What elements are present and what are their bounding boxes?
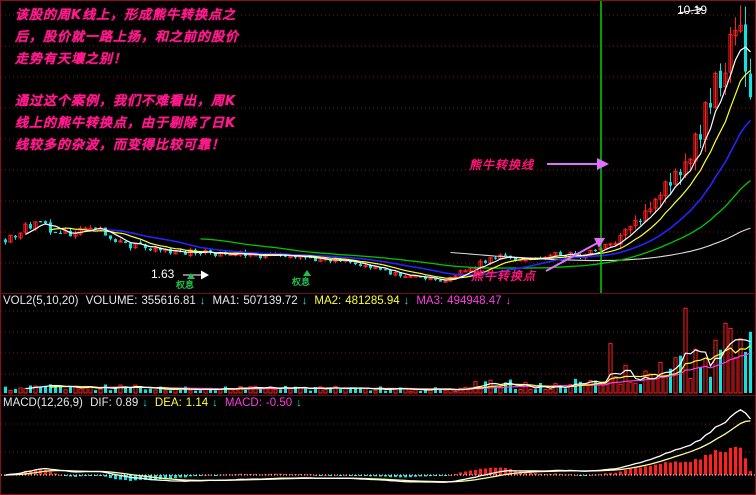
volume-ma1-value: 507139.72 <box>243 295 298 307</box>
macd-arrow-icon: ↓ <box>296 397 302 409</box>
ex-rights-label-2: 权息 <box>292 278 311 288</box>
volume-ma2-arrow-icon: ↓ <box>403 295 410 307</box>
macd-dif-value: 0.89 <box>115 397 139 409</box>
volume-value: 355616.81 <box>141 295 196 307</box>
macd-dif-arrow-icon: ↓ <box>142 397 148 409</box>
macd-gridlines <box>1 423 755 453</box>
macd-indicator-name: MACD(12,26,9) <box>3 397 83 409</box>
volume-ma1-line <box>25 338 751 391</box>
volume-panel[interactable]: VOL2(5,10,20) VOLUME: 355616.81 ↓ MA1: 5071… <box>1 294 755 395</box>
macd-panel[interactable]: MACD(12,26,9) DIF: 0.89 ↓ DEA: 1.14 ↓ MACD: -… <box>1 396 755 494</box>
volume-ma1-arrow-icon: ↓ <box>301 295 308 307</box>
low-price-label: 1.63 <box>151 267 175 281</box>
ex-rights-triangle-icon-2 <box>303 270 311 276</box>
volume-bar-series <box>3 307 753 394</box>
conversion-line-label: 熊牛转换线 <box>469 158 535 172</box>
macd-status-bar: MACD(12,26,9) DIF: 0.89 ↓ DEA: 1.14 ↓ MACD: -… <box>3 397 306 409</box>
conversion-point-label: 熊牛转换点 <box>471 269 537 283</box>
volume-arrow-icon: ↓ <box>199 295 206 307</box>
macd-chart-svg <box>1 396 755 494</box>
macd-dea-arrow-icon: ↓ <box>212 397 218 409</box>
conversion-line-arrow-icon <box>547 158 609 170</box>
price-gridlines <box>1 14 755 264</box>
panel-divider-2 <box>1 395 755 396</box>
volume-ma3-value: 494948.47 <box>447 295 502 307</box>
high-price-label: 10.19 <box>677 3 708 17</box>
volume-ma3-arrow-icon: ↓ <box>505 295 512 307</box>
macd-dif-key: DIF: <box>90 397 112 409</box>
macd-value-key: MACD: <box>224 397 262 409</box>
conversion-point-arrow-icon <box>545 238 605 272</box>
macd-dif-line <box>5 409 751 483</box>
panel-divider-1 <box>1 293 755 294</box>
volume-gridlines <box>1 310 755 375</box>
high-price-arrow-icon <box>678 6 704 14</box>
low-price-arrow-icon <box>183 270 210 280</box>
volume-ma1-key: MA1: <box>212 295 240 307</box>
macd-histogram-series <box>3 446 753 481</box>
macd-dea-line <box>5 420 751 483</box>
volume-value-key: VOLUME: <box>85 295 138 307</box>
macd-dea-key: DEA: <box>154 397 182 409</box>
price-panel[interactable]: 10.19 1.63 权息 权息 该股的周K线上，形成熊牛转换点之 后，股价就一… <box>1 1 755 293</box>
price-chart-svg <box>1 1 755 293</box>
ma-line-xlong <box>200 180 751 269</box>
commentary-paragraph-2: 通过这个案例，我们不难看出，周K 线上的熊牛转换点，由于剔除了日K 线较多的杂波… <box>15 94 237 153</box>
ex-rights-label-1: 权息 <box>176 281 195 291</box>
volume-ma3-key: MA3: <box>416 295 444 307</box>
ma-line-mid <box>50 69 751 279</box>
volume-ma2-key: MA2: <box>314 295 342 307</box>
macd-dea-value: 1.14 <box>185 397 209 409</box>
volume-status-bar: VOL2(5,10,20) VOLUME: 355616.81 ↓ MA1: 5071… <box>3 295 515 307</box>
ma-line-short <box>25 46 751 281</box>
ma-line-long <box>100 119 752 276</box>
volume-chart-svg <box>1 294 755 395</box>
volume-ma2-value: 481285.94 <box>345 295 400 307</box>
macd-value: -0.50 <box>265 397 293 409</box>
ex-rights-triangle-icon-1 <box>187 273 195 279</box>
commentary-paragraph-1: 该股的周K线上，形成熊牛转换点之 后，股价就一路上扬，和之前的股价 走势有天壤之… <box>15 8 240 67</box>
volume-indicator-name: VOL2(5,10,20) <box>3 295 79 307</box>
